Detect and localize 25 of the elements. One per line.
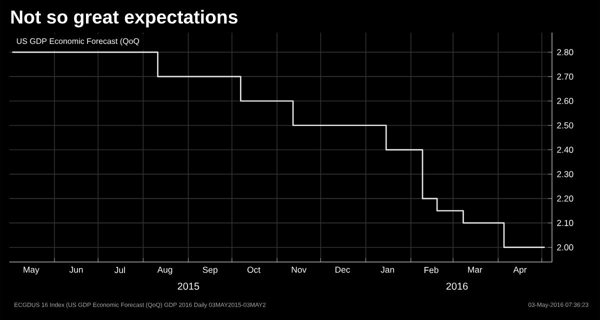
x-tick-label: Nov <box>292 266 307 273</box>
y-tick-label: 2.50 <box>557 122 574 128</box>
x-tick-label: Jul <box>114 266 125 274</box>
x-tick-label: Jan <box>380 266 394 273</box>
y-tick-label: 2.60 <box>557 98 574 104</box>
x-tick-label: Apr <box>513 266 527 274</box>
x-tick-label: Jun <box>69 266 83 273</box>
y-tick-label: 2.10 <box>557 220 574 226</box>
x-tick-label: Sep <box>202 266 218 275</box>
y-tick-label: 2.30 <box>557 171 574 178</box>
x-tick-label: Mar <box>468 266 482 273</box>
text: 2016 <box>446 282 468 290</box>
x-tick-label: Aug <box>157 266 172 274</box>
y-tick-label: 2.80 <box>557 49 574 56</box>
x-tick-label: Dec <box>336 266 350 273</box>
x-tick-label: Feb <box>424 266 438 274</box>
y-tick-label: 2.20 <box>557 196 574 202</box>
y-tick-label: 2.70 <box>557 74 574 80</box>
y-tick-label: 2.40 <box>557 146 574 153</box>
x-tick-label: Oct <box>247 266 260 273</box>
x-tick-label: May <box>24 266 40 274</box>
text: 2015 <box>178 282 200 290</box>
series-label: US GDP Economic Forecast (QoQ <box>16 38 140 46</box>
chart-title: Not so great expectations <box>11 10 238 28</box>
y-tick-label: 2.00 <box>557 244 574 250</box>
